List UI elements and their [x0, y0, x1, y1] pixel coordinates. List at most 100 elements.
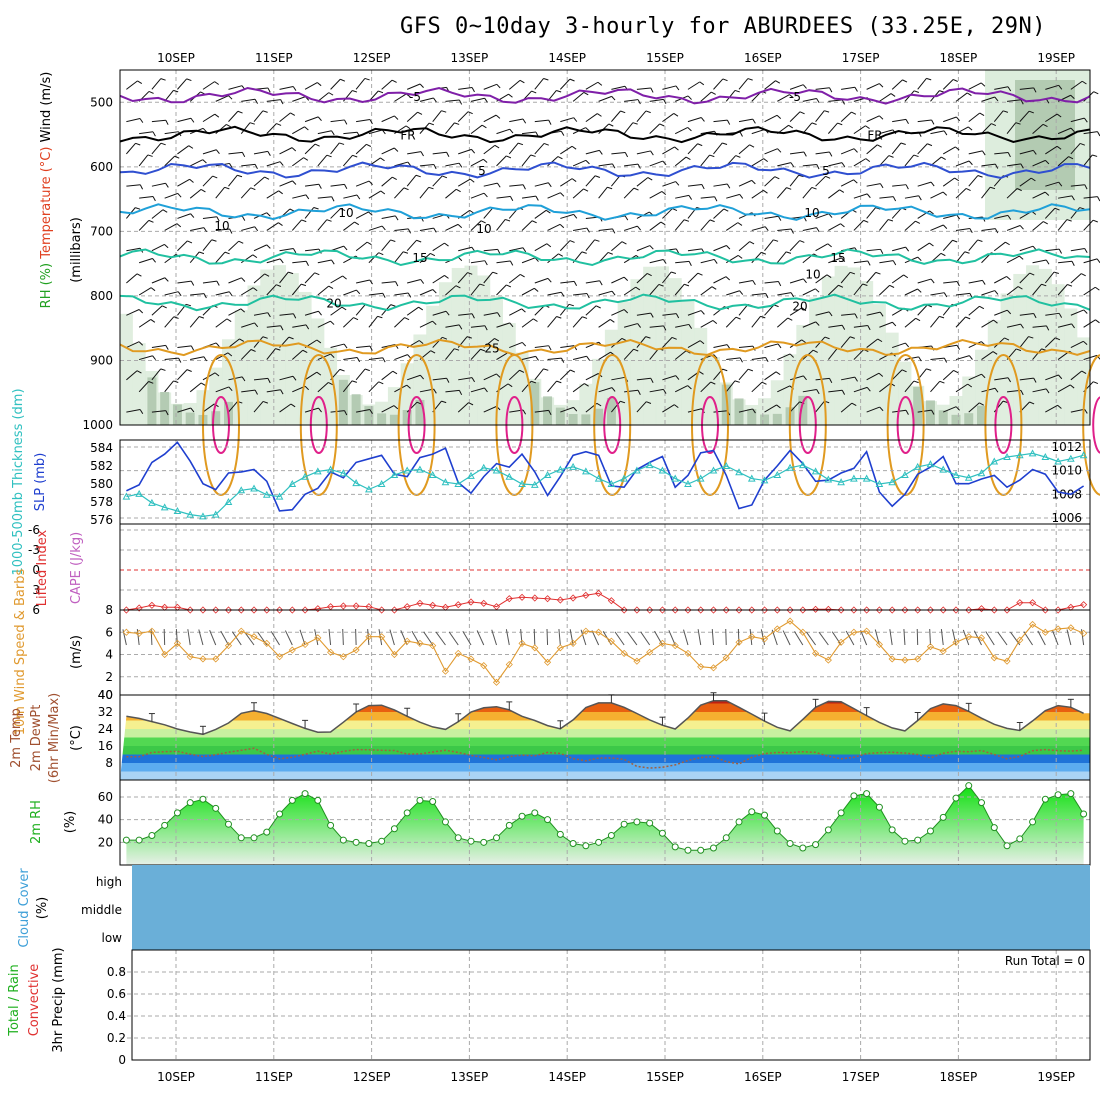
wind10-point — [863, 627, 871, 635]
wind-barb — [713, 410, 728, 413]
wind10-point — [492, 678, 501, 686]
wind10-barb — [845, 630, 855, 646]
wind-barb-flag — [185, 303, 192, 307]
thickness-point — [709, 466, 718, 474]
wind-barb — [904, 195, 919, 199]
wind-barb-flag — [979, 112, 985, 116]
rh2m-series — [126, 784, 1085, 851]
wind-barb — [866, 144, 878, 155]
wind-barb-flag — [763, 189, 768, 194]
wind-barb — [457, 178, 471, 187]
rh-shade — [1077, 337, 1091, 425]
wind-barb — [674, 127, 688, 135]
wind10-barb — [423, 631, 434, 646]
wind-barb — [828, 189, 840, 199]
wind-barb-flag — [854, 313, 858, 319]
wind-barb-flag — [1066, 219, 1072, 222]
wind-barb — [802, 98, 817, 102]
wind-barb-flag — [446, 377, 450, 383]
wind-barb-flag — [328, 92, 334, 96]
wind-barb-flag — [994, 387, 999, 393]
thickness-tick-label: 584 — [90, 441, 113, 455]
wind-barb-flag — [148, 219, 154, 223]
wind-barb-flag — [420, 151, 424, 157]
wind10-barb — [198, 629, 204, 646]
wind-barb-flag — [190, 407, 195, 413]
wind-barb — [674, 385, 688, 393]
wind-barb-flag — [621, 241, 627, 245]
wind-barb-flag — [522, 184, 526, 190]
wind-barb-flag — [620, 400, 626, 404]
wind-barb-flag — [866, 193, 871, 199]
wind-barb — [968, 82, 982, 90]
wind-barb-flag — [802, 84, 807, 89]
wind-barb-flag — [1092, 154, 1098, 157]
lifted-point — [556, 596, 564, 604]
lifted-tick-label: 3 — [32, 583, 40, 597]
wind-barb-flag — [816, 164, 820, 170]
wind10-point — [467, 655, 475, 663]
thickness-point — [148, 498, 156, 506]
wind-barb — [955, 92, 968, 102]
wind-barb — [1019, 272, 1031, 284]
rh-shade — [490, 295, 504, 425]
lifted-point — [812, 605, 820, 613]
thickness-point — [760, 476, 769, 484]
wind-barb — [764, 215, 779, 219]
wind-barb — [687, 310, 702, 316]
wind10-barb — [782, 630, 791, 646]
wind-barb — [202, 149, 217, 155]
wind10-point — [250, 633, 258, 641]
wind-barb-flag — [364, 368, 370, 372]
wind-barb-flag — [152, 355, 157, 361]
wind-barb-flag — [266, 244, 271, 249]
wind-barb — [138, 287, 152, 296]
wind-barb — [1032, 191, 1046, 199]
wind-barb — [764, 371, 777, 381]
wind-barb — [573, 293, 588, 296]
wind-barb-flag — [264, 273, 270, 277]
wind-barb-flag — [331, 130, 335, 136]
wind-barb-flag — [456, 188, 461, 193]
wind-barb-flag — [224, 186, 230, 190]
wind-barb — [419, 320, 433, 328]
rh2m-point — [1029, 818, 1037, 826]
wind-barb-flag — [484, 325, 488, 331]
wind-barb-flag — [1003, 110, 1009, 113]
wind-barb-flag — [433, 164, 437, 170]
wind-barb-flag — [863, 219, 869, 223]
wind-barb — [598, 290, 613, 296]
wind-barb-flag — [290, 403, 296, 408]
thickness-point — [122, 492, 131, 500]
wind-barb — [815, 311, 830, 316]
wind-barb — [1044, 271, 1055, 284]
wind-barb — [815, 274, 828, 284]
wind-barb — [968, 279, 983, 284]
wind-barb-flag — [650, 150, 654, 156]
wind-barb-flag — [789, 94, 794, 99]
thickness-point — [582, 467, 590, 475]
wind-barb-flag — [955, 406, 960, 411]
wind-barb — [470, 192, 485, 199]
wind-barb — [330, 275, 343, 284]
wind-barb-flag — [148, 90, 154, 94]
wind-barb — [343, 131, 358, 135]
wind-barb-flag — [1092, 219, 1098, 223]
wind10-point — [1016, 636, 1024, 644]
rh2m-point — [1080, 810, 1088, 818]
wind-barb — [177, 407, 191, 413]
rh-shade — [132, 343, 146, 425]
wind-barb-flag — [650, 378, 654, 383]
wind-barb — [713, 208, 725, 219]
thickness-point — [199, 512, 207, 520]
wind-barb-flag — [926, 77, 932, 81]
thickness-point — [747, 474, 756, 482]
wind-barb-flag — [522, 409, 527, 415]
wind-barb-flag — [829, 87, 833, 93]
wind-barb — [330, 142, 340, 155]
wind10-point — [301, 640, 309, 649]
wind-barb — [177, 213, 191, 219]
wind-barb — [1006, 323, 1021, 328]
wind-barb-flag — [1058, 313, 1063, 318]
